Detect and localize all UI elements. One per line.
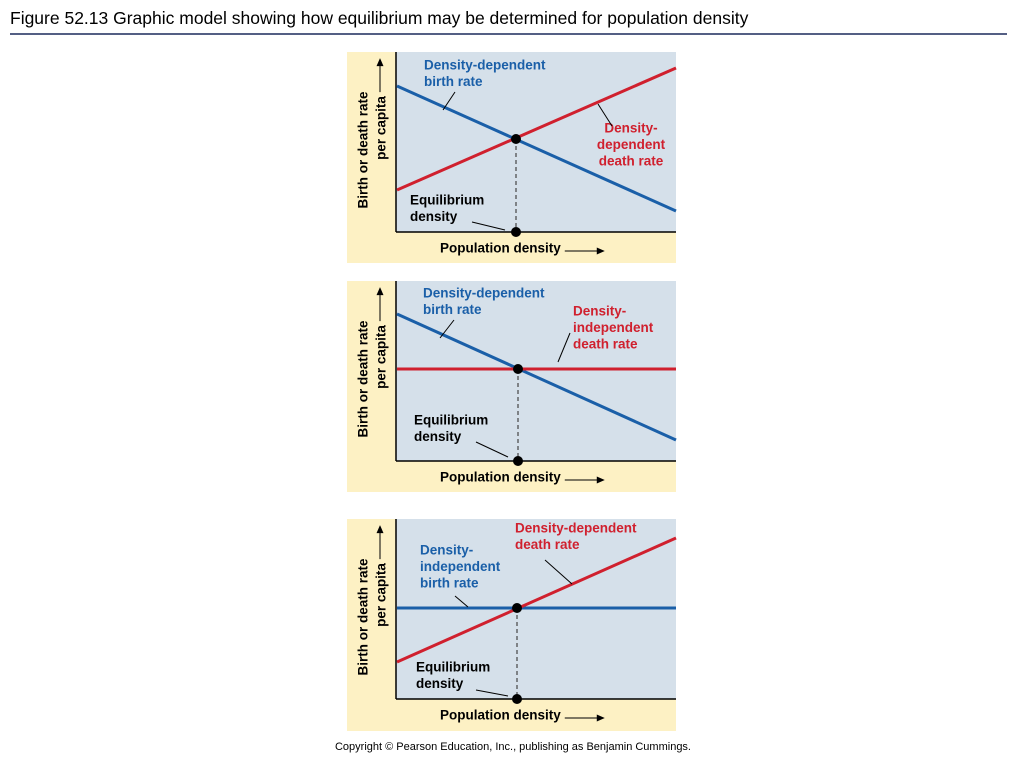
y-axis-arrowhead [376,525,384,534]
equilibrium-label: density [416,676,464,691]
death-rate-line [396,66,677,192]
birth-rate-label: independent [420,559,501,574]
death-rate-line [396,536,677,664]
death-rate-label: independent [573,320,654,335]
y-axis-label: per capita [374,325,389,389]
equilibrium-label-leader [471,221,506,231]
birth-rate-label: birth rate [424,74,483,89]
birth-rate-label: Density-dependent [423,286,545,301]
x-axis-label: Population density [440,708,561,723]
death-rate-label: Density-dependent [515,521,637,536]
y-axis-label: Birth or death rate [356,91,371,209]
equilibrium-label: density [410,209,458,224]
death-rate-label: death rate [599,154,664,169]
death-rate-label: death rate [573,337,638,352]
death-rate-label: dependent [597,137,666,152]
y-axis-label: Birth or death rate [356,320,371,438]
death-label-leader [544,559,573,585]
birth-rate-label: Density- [420,543,473,558]
equilibrium-point [511,134,521,144]
birth-rate-line [396,312,677,442]
equilibrium-density-point [512,694,522,704]
equilibrium-density-point [511,227,521,237]
death-label-leader [557,332,571,363]
x-axis-arrowhead [596,714,605,722]
birth-label-leader [442,91,456,111]
slide-title: Figure 52.13 Graphic model showing how e… [10,8,749,28]
y-axis-label: per capita [374,96,389,160]
death-label-leader [597,103,613,127]
equilibrium-label: Equilibrium [410,193,484,208]
birth-rate-label: birth rate [423,302,482,317]
birth-label-leader [439,319,455,339]
equilibrium-label: Equilibrium [416,660,490,675]
equilibrium-label-leader [475,441,509,458]
x-axis-label: Population density [440,241,561,256]
y-axis-arrowhead [376,287,384,296]
death-rate-label: Density- [604,121,657,136]
death-rate-label: death rate [515,537,580,552]
birth-rate-label: Density-dependent [424,58,546,73]
x-axis-arrowhead [596,247,605,255]
birth-label-leader [454,595,469,608]
plot-area [396,52,676,232]
birth-rate-line [396,84,677,213]
plot-area [396,281,676,461]
equilibrium-label: density [414,429,462,444]
equilibrium-label: Equilibrium [414,413,488,428]
equilibrium-point [512,603,522,613]
birth-rate-label: birth rate [420,576,479,591]
equilibrium-label-leader [475,689,509,697]
death-rate-label: Density- [573,304,626,319]
copyright: Copyright © Pearson Education, Inc., pub… [335,741,691,753]
x-axis-label: Population density [440,470,561,485]
equilibrium-density-point [513,456,523,466]
y-axis-label: per capita [374,563,389,627]
x-axis-arrowhead [596,476,605,484]
panel: Density-independent birth rate Density-dep… [347,519,677,731]
y-axis-arrowhead [376,58,384,67]
y-axis-label: Birth or death rate [356,558,371,676]
equilibrium-point [513,364,523,374]
